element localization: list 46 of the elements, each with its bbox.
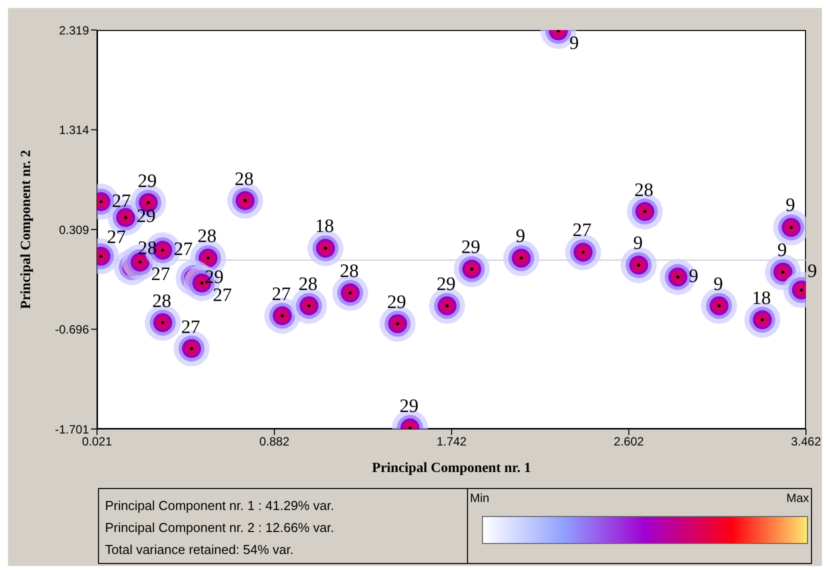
- annotation: 27: [112, 190, 131, 212]
- annotation: 28: [152, 290, 172, 312]
- annotation: 27: [151, 264, 170, 286]
- annotation: 27: [181, 316, 200, 338]
- annotation: 28: [298, 274, 318, 295]
- annotation: 28: [198, 226, 217, 248]
- annotation: 27: [174, 239, 193, 260]
- annotation: 27: [106, 227, 126, 248]
- annotation: 28: [634, 180, 654, 201]
- text: Principal Component nr. 2 : 12.66% var.: [105, 519, 336, 537]
- annotation: 9: [516, 226, 526, 248]
- text: Total variance retained: 54% var.: [105, 541, 295, 559]
- x-axis-title: Principal Component nr. 1: [372, 461, 531, 476]
- text: Min: [470, 491, 490, 505]
- annotation: 9: [633, 233, 643, 254]
- annotation: 28: [340, 260, 359, 282]
- y-tick-label: 2.319: [58, 23, 90, 38]
- annotation: 9: [714, 274, 724, 295]
- annotation: 9: [777, 240, 787, 262]
- x-tick-label: 0.021: [82, 434, 112, 449]
- annotation: 9: [807, 260, 817, 282]
- text: Max: [786, 491, 809, 505]
- annotation: 9: [786, 195, 796, 216]
- annotation: 9: [688, 266, 698, 288]
- annotation: 29: [138, 170, 157, 192]
- annotation: 27: [572, 220, 592, 242]
- annotation: 18: [752, 288, 771, 309]
- annotation: 29: [399, 396, 418, 417]
- y-tick-label: -0.696: [54, 322, 90, 337]
- y-axis-title: Principal Component nr. 2: [18, 150, 34, 309]
- text: Principal Component nr. 1 : 41.29% var.: [105, 497, 336, 515]
- y-tick-label: 1.314: [58, 123, 90, 138]
- y-tick-label: -1.701: [54, 422, 90, 436]
- annotation: 29: [136, 206, 156, 228]
- annotation: 28: [234, 168, 254, 190]
- x-tick-label: 1.742: [436, 434, 467, 449]
- annotation: 27: [272, 284, 291, 305]
- annotation: 29: [461, 237, 480, 258]
- x-tick-label: 3.462: [790, 434, 822, 449]
- y-tick-label: 0.309: [58, 222, 90, 237]
- annotation: 18: [315, 216, 334, 238]
- annotation: 9: [569, 32, 579, 54]
- x-tick-label: 0.882: [259, 434, 290, 449]
- x-tick-label: 2.602: [614, 434, 644, 449]
- annotation: 29: [436, 274, 456, 295]
- annotation: 29: [387, 292, 406, 313]
